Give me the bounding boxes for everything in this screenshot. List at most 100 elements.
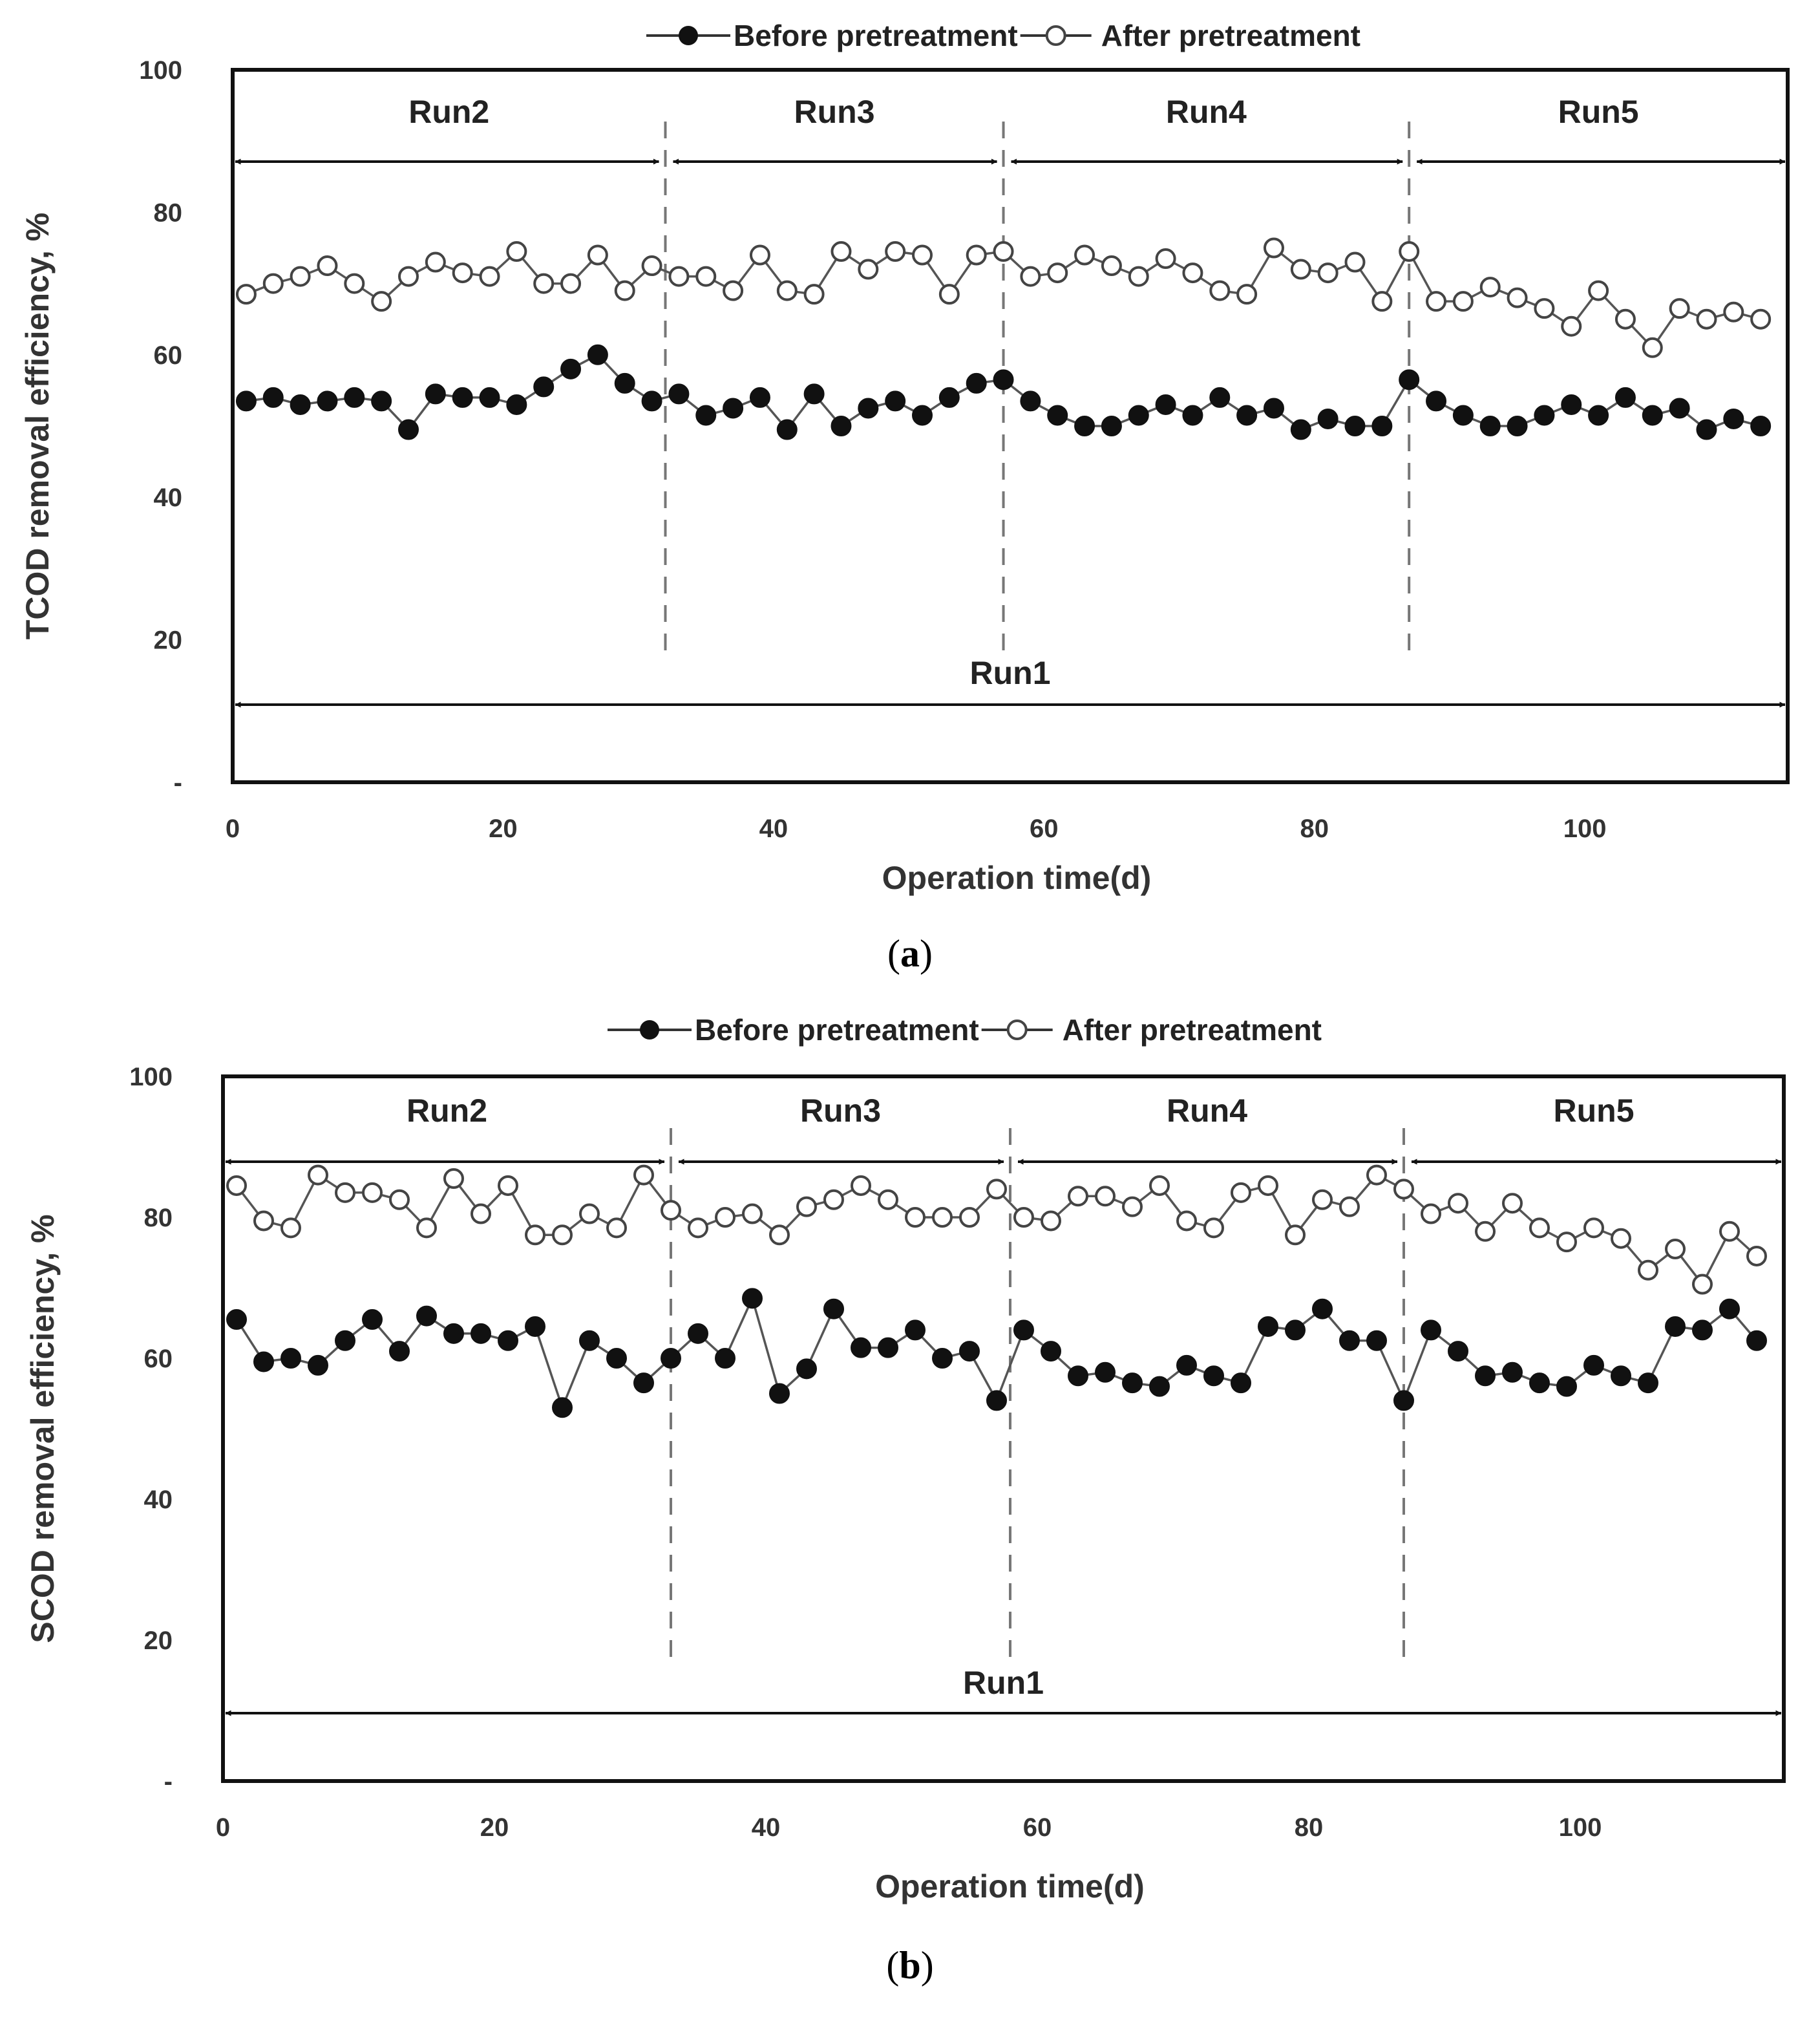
- data-point-before-pretreatment: [1236, 405, 1258, 426]
- data-point-before-pretreatment: [1209, 387, 1231, 408]
- data-point-after-pretreatment: [1475, 1221, 1496, 1242]
- data-point-after-pretreatment: [633, 1164, 654, 1186]
- data-point-after-pretreatment: [1561, 315, 1582, 337]
- data-point-before-pretreatment: [1399, 369, 1420, 390]
- data-point-after-pretreatment: [723, 280, 744, 301]
- data-point-after-pretreatment: [498, 1175, 518, 1196]
- data-point-after-pretreatment: [1719, 1221, 1740, 1242]
- data-point-before-pretreatment: [1013, 1319, 1034, 1341]
- data-point-after-pretreatment: [1421, 1203, 1441, 1224]
- data-point-after-pretreatment: [587, 244, 608, 266]
- data-point-before-pretreatment: [1448, 1341, 1468, 1362]
- data-point-before-pretreatment: [1122, 1372, 1143, 1394]
- data-point-before-pretreatment: [1588, 405, 1609, 426]
- data-point-after-pretreatment: [1344, 251, 1366, 273]
- data-point-before-pretreatment: [1750, 416, 1772, 436]
- data-point-before-pretreatment: [1393, 1390, 1414, 1411]
- data-point-before-pretreatment: [1534, 405, 1555, 426]
- run-label: Run1: [963, 1665, 1044, 1701]
- x-tick-label: 80: [1295, 1813, 1324, 1842]
- data-point-before-pretreatment: [742, 1288, 763, 1309]
- x-tick-label: 40: [752, 1813, 781, 1842]
- data-point-before-pretreatment: [1638, 1372, 1658, 1394]
- data-point-after-pretreatment: [1611, 1228, 1631, 1249]
- data-point-before-pretreatment: [335, 1330, 355, 1351]
- y-tick-label: 100: [129, 1063, 173, 1091]
- data-point-after-pretreatment: [1692, 1274, 1713, 1295]
- data-point-before-pretreatment: [1421, 1319, 1441, 1341]
- data-point-before-pretreatment: [606, 1348, 627, 1369]
- data-point-before-pretreatment: [1203, 1365, 1224, 1387]
- legend-label-after: After pretreatment: [1101, 19, 1360, 52]
- data-point-after-pretreatment: [280, 1217, 301, 1239]
- data-point-after-pretreatment: [986, 1179, 1007, 1200]
- data-point-after-pretreatment: [525, 1224, 545, 1246]
- data-point-after-pretreatment: [1642, 337, 1663, 358]
- data-point-after-pretreatment: [1696, 308, 1717, 330]
- data-point-before-pretreatment: [1452, 405, 1474, 426]
- y-axis-label: SCOD removal efficiency, %: [25, 1214, 61, 1643]
- data-point-after-pretreatment: [796, 1196, 817, 1217]
- x-tick-label: 0: [226, 815, 240, 843]
- legend-marker-before: [640, 1020, 659, 1040]
- data-point-after-pretreatment: [715, 1207, 735, 1228]
- y-tick-label: 40: [154, 484, 183, 512]
- run-label: Run2: [408, 94, 489, 130]
- data-point-after-pretreatment: [1723, 301, 1744, 323]
- data-point-after-pretreatment: [776, 280, 798, 301]
- data-point-before-pretreatment: [668, 383, 690, 405]
- legend-marker-after: [1045, 25, 1066, 46]
- data-point-after-pretreatment: [1258, 1175, 1278, 1196]
- data-point-after-pretreatment: [1263, 237, 1284, 259]
- data-point-before-pretreatment: [803, 383, 825, 405]
- data-point-after-pretreatment: [1317, 262, 1339, 284]
- data-point-before-pretreatment: [723, 398, 744, 419]
- data-point-before-pretreatment: [1074, 416, 1095, 436]
- x-tick-label: 20: [489, 815, 518, 843]
- y-tick-label: 20: [144, 1627, 173, 1655]
- data-point-before-pretreatment: [932, 1348, 953, 1369]
- data-point-after-pretreatment: [831, 241, 852, 262]
- panel-a-tcod-chart: - 20 40 60 80 100 0 20 40 60 80 100 Operation time(d…: [19, 19, 1790, 975]
- data-point-before-pretreatment: [614, 372, 635, 394]
- data-point-before-pretreatment: [416, 1305, 437, 1327]
- data-point-after-pretreatment: [1614, 308, 1636, 330]
- x-tick-label: 20: [480, 1813, 509, 1842]
- data-point-after-pretreatment: [1095, 1186, 1116, 1207]
- data-point-after-pretreatment: [506, 241, 527, 262]
- data-point-after-pretreatment: [641, 255, 662, 277]
- data-point-after-pretreatment: [1231, 1182, 1251, 1203]
- data-point-after-pretreatment: [425, 251, 446, 273]
- data-point-before-pretreatment: [397, 419, 419, 440]
- data-point-after-pretreatment: [742, 1203, 763, 1224]
- data-point-before-pretreatment: [1258, 1316, 1278, 1337]
- data-point-after-pretreatment: [560, 273, 582, 294]
- legend-label-before: Before pretreatment: [734, 19, 1018, 52]
- data-point-before-pretreatment: [1746, 1330, 1767, 1351]
- data-point-after-pretreatment: [235, 284, 257, 305]
- data-point-after-pretreatment: [1312, 1189, 1333, 1210]
- data-point-after-pretreatment: [606, 1217, 627, 1239]
- data-point-before-pretreatment: [1614, 387, 1636, 408]
- data-point-after-pretreatment: [371, 291, 392, 312]
- y-tick-label: 20: [154, 626, 183, 655]
- data-point-after-pretreatment: [1426, 291, 1447, 312]
- data-point-after-pretreatment: [878, 1189, 898, 1210]
- data-point-after-pretreatment: [959, 1207, 980, 1228]
- data-point-after-pretreatment: [661, 1200, 681, 1221]
- data-point-after-pretreatment: [1339, 1196, 1360, 1217]
- data-point-after-pretreatment: [1041, 1210, 1061, 1232]
- data-point-after-pretreatment: [1366, 1164, 1387, 1186]
- data-point-after-pretreatment: [1122, 1196, 1143, 1217]
- data-point-after-pretreatment: [479, 266, 500, 287]
- data-point-before-pretreatment: [715, 1348, 735, 1369]
- data-point-before-pretreatment: [1611, 1365, 1631, 1387]
- data-point-before-pretreatment: [1317, 408, 1339, 429]
- data-point-before-pretreatment: [688, 1323, 708, 1344]
- data-point-before-pretreatment: [1041, 1341, 1061, 1362]
- x-tick-label: 60: [1030, 815, 1059, 843]
- data-point-after-pretreatment: [1529, 1217, 1550, 1239]
- data-point-after-pretreatment: [1209, 280, 1231, 301]
- y-axis-label: TCOD removal efficiency, %: [19, 213, 56, 639]
